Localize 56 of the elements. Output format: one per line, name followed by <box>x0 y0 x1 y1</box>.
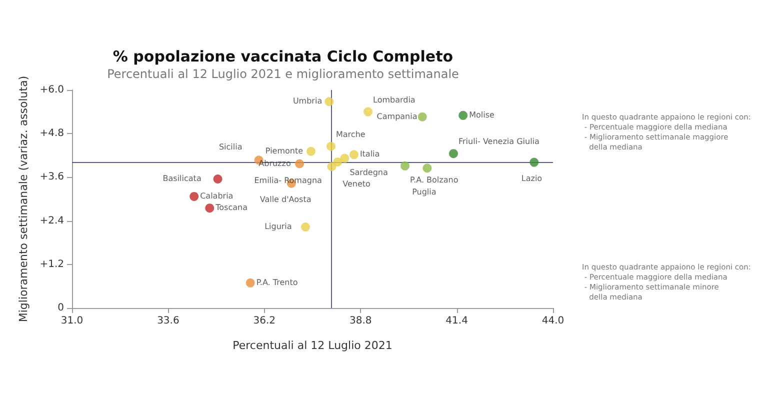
x-tick-label: 44.0 <box>542 316 564 326</box>
chart-title: % popolazione vaccinata Ciclo Completo <box>112 48 454 66</box>
data-label: Sicilia <box>218 142 242 152</box>
point <box>448 149 458 158</box>
point <box>295 159 304 168</box>
data-label: Liguria <box>264 222 292 231</box>
data-label: Lombardia <box>373 95 416 104</box>
data-label: Lazio <box>521 174 542 183</box>
data-label: Valle d'Aosta <box>260 194 312 204</box>
x-tick-label: 31.0 <box>60 316 84 326</box>
data-label: Puglia <box>412 188 436 197</box>
point <box>324 97 334 106</box>
data-label: Toscana <box>214 203 248 212</box>
point <box>327 162 336 172</box>
point <box>422 164 432 173</box>
point <box>364 107 372 116</box>
data-label: P.A. Trento <box>256 278 298 287</box>
data-label: Basilicata <box>162 174 202 184</box>
y-tick-label: +1.2 <box>40 258 64 270</box>
data-label: P.A. Bolzano <box>410 175 458 184</box>
point <box>340 154 350 163</box>
data-label: Umbria <box>292 96 322 106</box>
data-label: Molise <box>469 110 494 120</box>
point <box>300 222 310 232</box>
data-label: Friuli- Venezia Giulia <box>458 137 540 146</box>
point <box>349 150 358 160</box>
point <box>326 142 336 151</box>
y-tick-label: 0 <box>58 302 64 314</box>
data-label: Piemonte <box>265 146 304 156</box>
data-label: Veneto <box>342 179 371 188</box>
y-tick-label: +4.8 <box>40 128 64 140</box>
point <box>306 146 316 156</box>
point <box>205 204 214 213</box>
point <box>190 192 199 201</box>
x-tick-label: 33.6 <box>157 316 180 326</box>
x-tick-label: 38.8 <box>349 316 372 326</box>
data-label: Campania <box>376 112 418 121</box>
x-tick-label: 36.2 <box>253 316 276 326</box>
data-label: Calabria <box>200 191 234 200</box>
point <box>213 174 222 184</box>
point <box>246 278 255 288</box>
point <box>418 112 427 122</box>
data-label: Italia <box>360 150 380 159</box>
x-tick-label: 41.4 <box>446 316 468 326</box>
point <box>458 110 468 120</box>
y-tick-label: +6.0 <box>40 84 64 96</box>
chart-subtitle: Percentuali al 12 Luglio 2021 e miglioramento settimanale <box>107 67 459 81</box>
y-tick-label: +2.4 <box>40 215 64 226</box>
y-tick-label: +3.6 <box>40 172 64 183</box>
data-label: Marche <box>336 130 366 139</box>
data-label: Sardegna <box>350 168 388 177</box>
y-axis-title: Miglioramento settimanale (variaz. assoluta) <box>16 76 30 322</box>
point <box>333 157 342 166</box>
point <box>400 161 410 170</box>
point <box>530 158 539 167</box>
x-axis-title: Percentuali al 12 Luglio 2021 <box>232 339 392 352</box>
